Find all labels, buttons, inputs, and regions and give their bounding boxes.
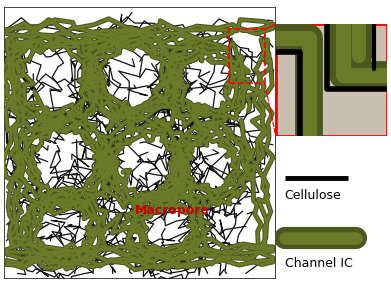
Text: Cellulose: Cellulose xyxy=(285,189,341,202)
Bar xyxy=(230,29,265,83)
Text: Channel IC: Channel IC xyxy=(285,257,352,270)
Text: Macropore: Macropore xyxy=(135,204,210,217)
